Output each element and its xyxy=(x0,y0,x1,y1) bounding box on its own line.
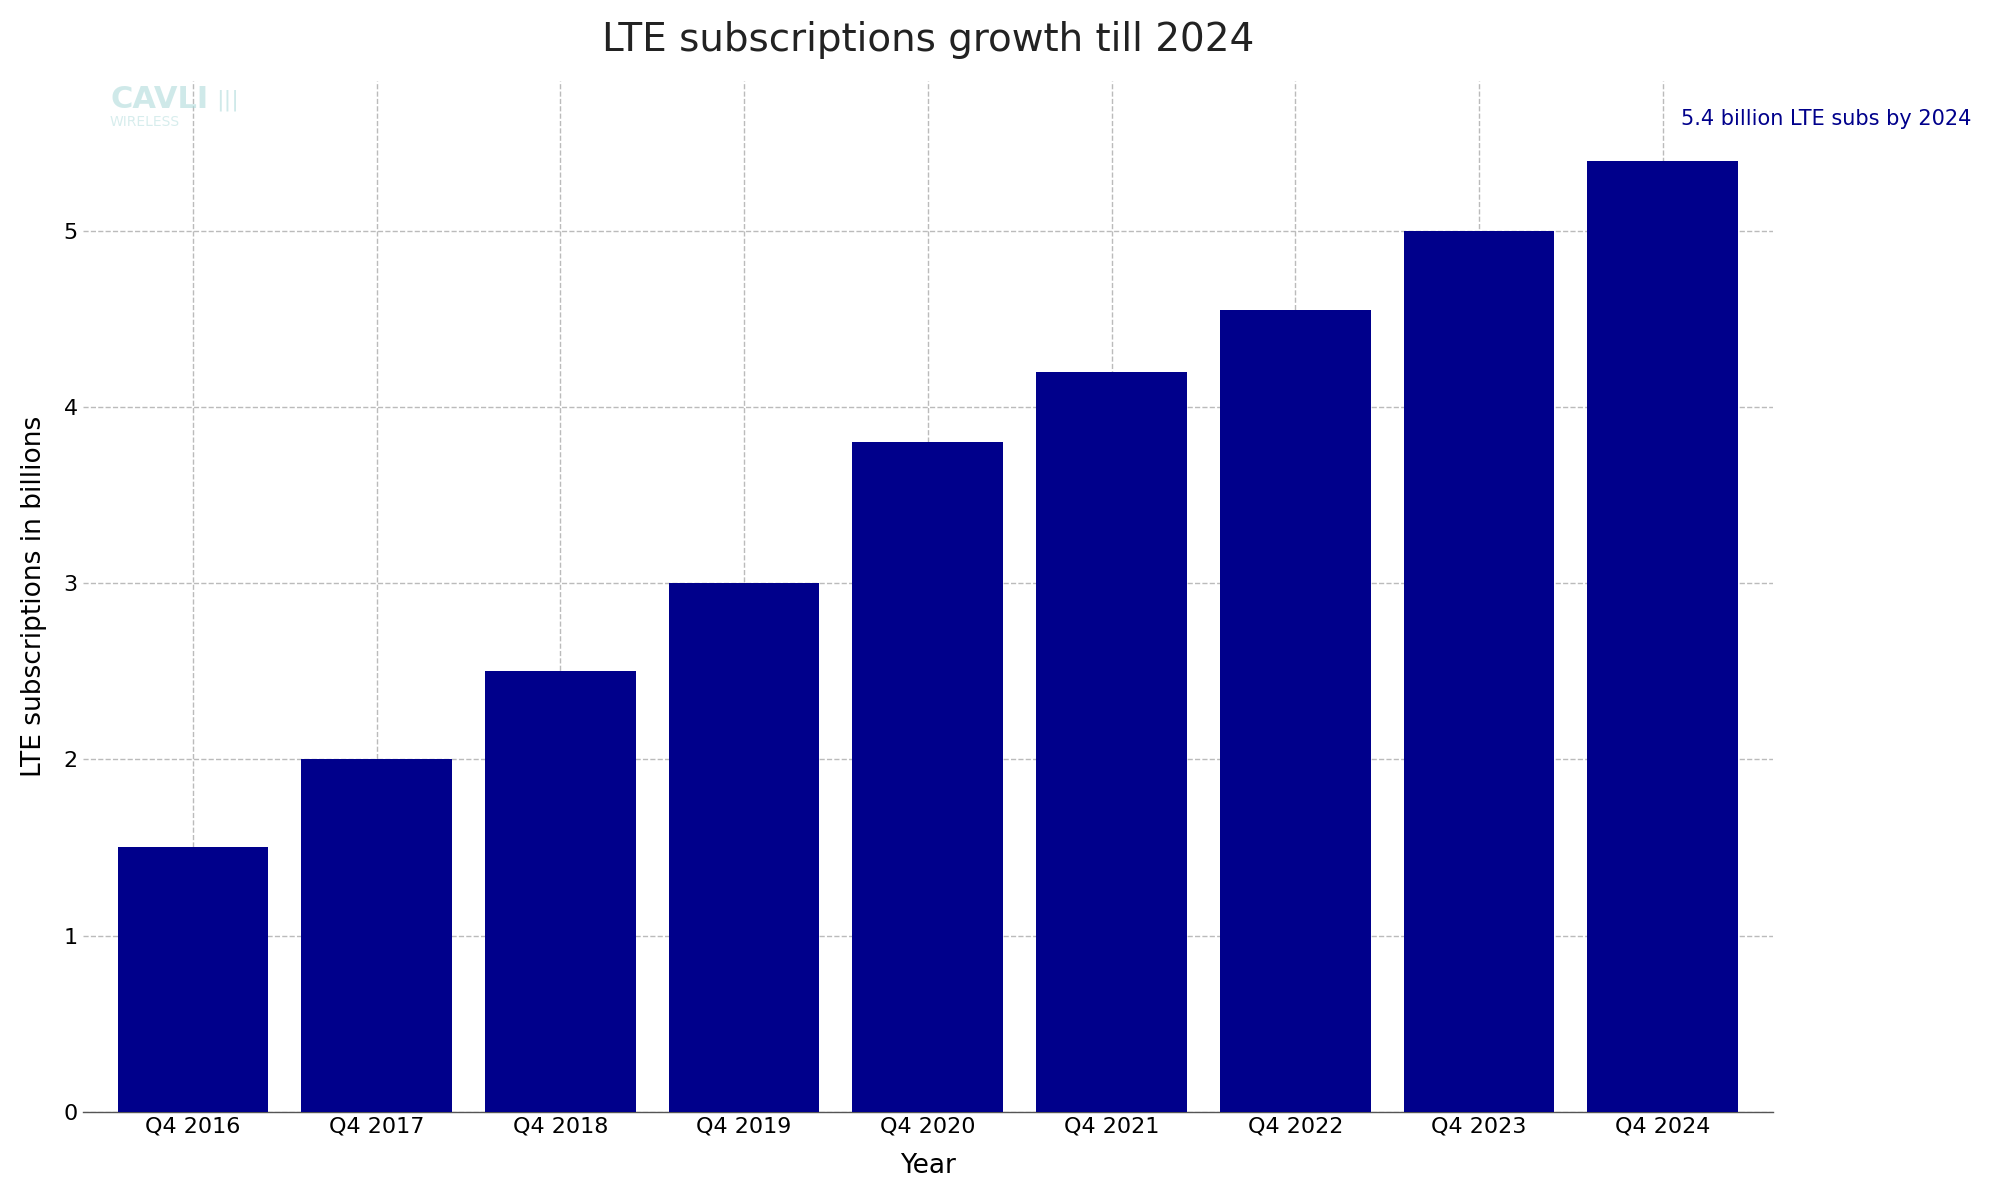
Bar xyxy=(486,671,636,1111)
Bar xyxy=(668,583,820,1111)
Bar xyxy=(668,583,820,1111)
Bar xyxy=(1404,232,1554,1111)
Title: LTE subscriptions growth till 2024: LTE subscriptions growth till 2024 xyxy=(602,20,1254,59)
Bar xyxy=(118,847,268,1111)
Bar xyxy=(1220,311,1370,1111)
Text: WIRELESS: WIRELESS xyxy=(110,115,180,128)
Bar xyxy=(852,443,1004,1111)
Y-axis label: LTE subscriptions in billions: LTE subscriptions in billions xyxy=(20,416,46,778)
Bar xyxy=(1036,372,1186,1111)
Bar xyxy=(1404,232,1554,1111)
Bar xyxy=(1036,372,1186,1111)
Bar xyxy=(118,847,268,1111)
Text: |||: ||| xyxy=(216,90,238,112)
Bar xyxy=(1220,311,1370,1111)
Text: 5.4 billion LTE subs by 2024: 5.4 billion LTE subs by 2024 xyxy=(1682,109,1972,128)
Bar xyxy=(302,760,452,1111)
Text: CAVLI: CAVLI xyxy=(110,85,208,114)
Bar xyxy=(1588,161,1738,1111)
Bar xyxy=(852,443,1004,1111)
Bar xyxy=(302,760,452,1111)
X-axis label: Year: Year xyxy=(900,1153,956,1180)
Bar xyxy=(1588,161,1738,1111)
Bar xyxy=(486,671,636,1111)
